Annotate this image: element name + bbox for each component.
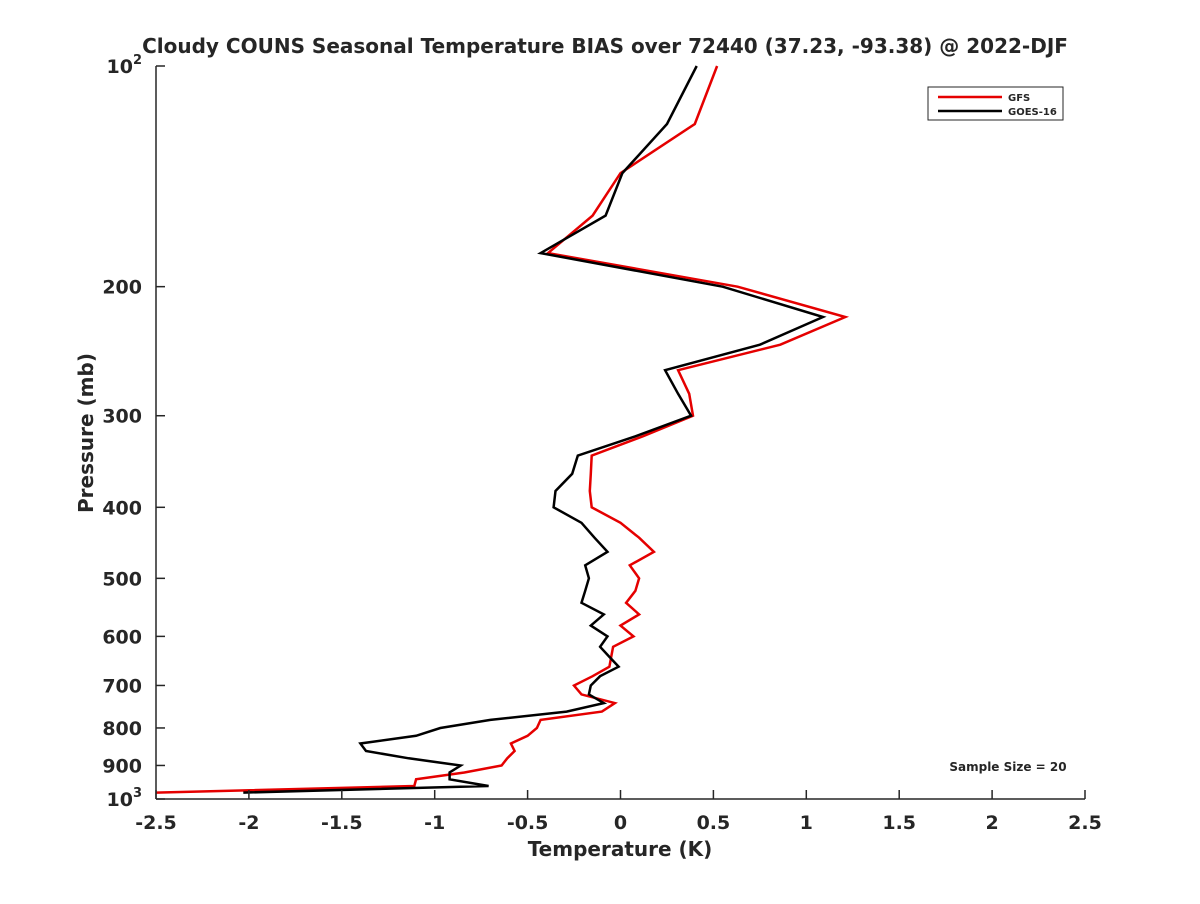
y-tick-label: 400 xyxy=(102,497,142,519)
legend-label-gfs: GFS xyxy=(1008,93,1030,104)
x-tick-label: -1 xyxy=(424,812,445,834)
y-tick-label: 500 xyxy=(102,568,142,590)
legend-label-goes16: GOES-16 xyxy=(1008,107,1057,118)
x-axis-label: Temperature (K) xyxy=(528,837,713,861)
x-tick-label: -1.5 xyxy=(321,812,363,834)
y-axis-label: Pressure (mb) xyxy=(74,353,98,513)
chart-title: Cloudy COUNS Seasonal Temperature BIAS o… xyxy=(142,34,1068,58)
x-tick-label: 0.5 xyxy=(697,812,731,834)
x-tick-label: 2 xyxy=(985,812,998,834)
plot-lines xyxy=(155,65,850,794)
series-line-gfs xyxy=(155,65,850,794)
x-tick-label: 1.5 xyxy=(882,812,916,834)
y-tick-label: 200 xyxy=(102,277,142,299)
series-line-goes16 xyxy=(243,65,827,794)
x-tick-label: -0.5 xyxy=(507,812,549,834)
x-tick-label: 1 xyxy=(800,812,813,834)
y-tick-label: 600 xyxy=(102,626,142,648)
y-tick-label: 700 xyxy=(102,675,142,697)
y-tick-label: 300 xyxy=(102,406,142,428)
x-tick-label: 2.5 xyxy=(1068,812,1102,834)
sample-size-annotation: Sample Size = 20 xyxy=(949,760,1066,774)
y-tick-label: 900 xyxy=(102,755,142,777)
x-ticks: -2.5 -2 -1.5 -1 -0.5 0 0.5 1 1.5 2 2.5 xyxy=(135,790,1102,834)
x-tick-label: -2 xyxy=(238,812,259,834)
legend: GFS GOES-16 xyxy=(927,86,1064,121)
x-tick-label: 0 xyxy=(614,812,627,834)
x-tick-label: -2.5 xyxy=(135,812,177,834)
y-tick-label: 800 xyxy=(102,718,142,740)
y-tick-label: 103 xyxy=(107,786,143,811)
legend-box xyxy=(927,86,1064,121)
